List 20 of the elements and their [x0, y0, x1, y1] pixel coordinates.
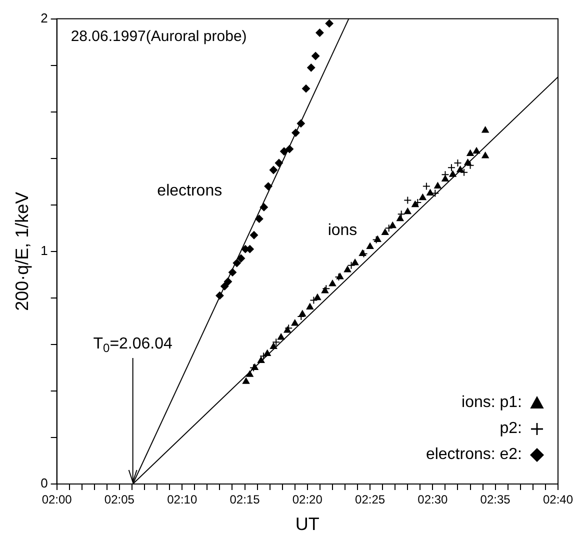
x-tick-label: 02:40: [542, 492, 574, 507]
legend-label: electrons: e2:: [426, 446, 522, 463]
x-tick-label: 02:15: [230, 492, 260, 507]
x-tick-label: 02:20: [292, 492, 323, 507]
annotation: electrons: [157, 182, 222, 200]
x-tick-label: 02:05: [104, 492, 135, 507]
x-tick-label: 02:25: [355, 492, 386, 507]
x-tick-label: 02:30: [418, 492, 448, 507]
y-axis-title: 200·q/E, 1/keV: [12, 192, 32, 311]
legend-label: ions: p1:: [462, 394, 522, 411]
x-tick-label: 02:35: [480, 492, 511, 507]
y-tick-label: 1: [40, 242, 48, 258]
y-tick-label: 0: [40, 476, 48, 491]
x-tick-label: 02:00: [42, 492, 72, 507]
legend-label: p2:: [500, 420, 522, 437]
x-tick-label: 02:10: [167, 492, 198, 507]
y-tick-label: 2: [40, 10, 48, 26]
text: 28.06.1997(Auroral probe): [70, 28, 247, 45]
annotation: ions: [328, 222, 358, 239]
x-axis-title: UT: [295, 514, 320, 534]
